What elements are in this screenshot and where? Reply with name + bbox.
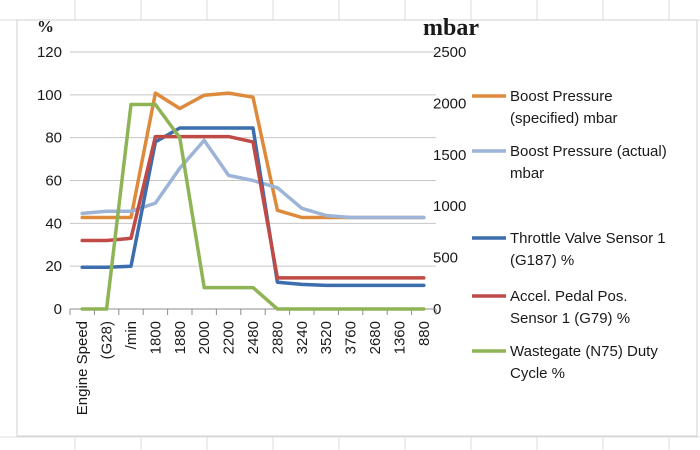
left-tick-label: 20 — [45, 258, 62, 275]
category-label: 1800 — [147, 321, 164, 354]
left-tick-label: 100 — [37, 87, 62, 104]
legend-label: mbar — [510, 165, 544, 182]
legend-label: Accel. Pedal Pos. — [510, 288, 628, 305]
legend-label: Cycle % — [510, 365, 565, 382]
category-label: 880 — [416, 321, 433, 346]
category-label: 2000 — [196, 321, 213, 354]
legend-label: (G187) % — [510, 252, 574, 269]
series-line — [80, 102, 426, 311]
category-label: /min — [123, 321, 140, 349]
chart-frame — [16, 19, 698, 437]
category-label: 1360 — [391, 321, 408, 354]
left-tick-label: 80 — [45, 130, 62, 147]
category-label: 3520 — [318, 321, 335, 354]
category-label: 2200 — [221, 321, 238, 354]
legend-label: Sensor 1 (G79) % — [510, 310, 630, 327]
category-label: (G28) — [99, 321, 116, 359]
right-tick-label: 0 — [433, 301, 441, 318]
legend: Boost Pressure (specified) mbar Boost Pres… — [472, 88, 667, 382]
legend-label: (specified) mbar — [510, 110, 618, 127]
left-axis: % 0 20 40 60 80 100 120 — [37, 17, 62, 318]
category-label: 1880 — [172, 321, 189, 354]
series-line — [80, 134, 426, 280]
category-label: Engine Speed — [74, 321, 91, 415]
left-tick-label: 40 — [45, 215, 62, 232]
left-axis-unit: % — [37, 17, 54, 36]
right-tick-label: 500 — [433, 250, 458, 267]
legend-label: Wastegate (N75) Duty — [510, 343, 658, 360]
right-tick-label: 1000 — [433, 198, 466, 215]
category-label: 3240 — [294, 321, 311, 354]
category-label: 3760 — [343, 321, 360, 354]
right-tick-label: 2500 — [433, 44, 466, 61]
right-axis: mbar 0 500 1000 1500 2000 2500 — [423, 15, 479, 318]
left-tick-label: 60 — [45, 173, 62, 190]
plot-series — [80, 91, 426, 311]
left-tick-label: 120 — [37, 44, 62, 61]
category-label: 2480 — [245, 321, 262, 354]
legend-label: Boost Pressure — [510, 88, 613, 105]
legend-label: Boost Pressure (actual) — [510, 143, 667, 160]
legend-label: Throttle Valve Sensor 1 — [510, 230, 666, 247]
right-tick-label: 2000 — [433, 95, 466, 112]
right-tick-label: 1500 — [433, 147, 466, 164]
category-label: 2680 — [367, 321, 384, 354]
series-line — [80, 126, 426, 288]
left-tick-label: 0 — [54, 301, 62, 318]
category-label: 2880 — [269, 321, 286, 354]
x-axis: Engine Speed (G28) /min 1800 1880 2000 2200 248… — [69, 308, 437, 415]
right-axis-unit: mbar — [423, 15, 479, 41]
